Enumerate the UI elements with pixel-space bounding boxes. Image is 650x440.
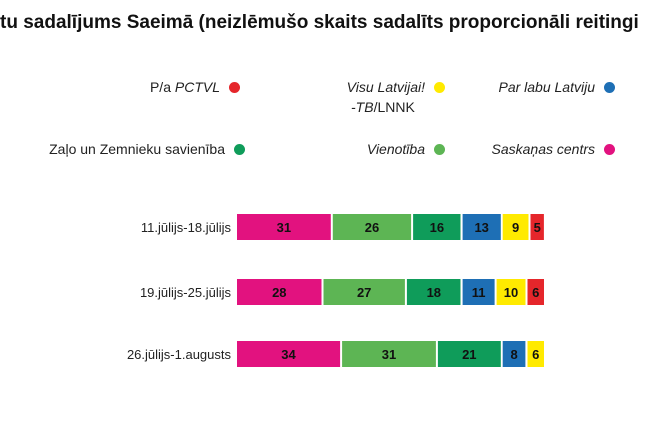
bar-segment-visu-latvijai-tb-lnnk-row-2 bbox=[496, 279, 526, 305]
legend-label-visu-latvijai-line2: -TB/LNNK bbox=[351, 99, 415, 115]
bar-value-zalo-un-zemnieku-savieniba-row-3: 21 bbox=[462, 347, 476, 362]
legend-item-vienotiba: Vienotība bbox=[320, 140, 445, 157]
legend-item-pctvl: P/a PCTVL bbox=[80, 78, 240, 95]
bar-segment-vienotiba-row-2 bbox=[323, 279, 405, 305]
bar-segment-par-labu-latvijai-row-3 bbox=[502, 341, 526, 367]
bar-segment-vienotiba-row-3 bbox=[342, 341, 436, 367]
bar-value-saskanas-centrs-row-1: 31 bbox=[277, 220, 291, 235]
bar-segment-vienotiba-row-1 bbox=[332, 214, 412, 240]
bar-value-vienotiba-row-1: 26 bbox=[365, 220, 379, 235]
bar-segment-saskanas-centrs-row-1 bbox=[237, 214, 331, 240]
bar-segment-visu-latvijai-tb-lnnk-row-1 bbox=[502, 214, 529, 240]
bar-value-vienotiba-row-2: 27 bbox=[357, 285, 371, 300]
bar-value-zalo-un-zemnieku-savieniba-row-2: 18 bbox=[427, 285, 441, 300]
legend-label-pctvl: P/a PCTVL bbox=[149, 79, 220, 96]
bar-value-zalo-un-zemnieku-savieniba-row-1: 16 bbox=[430, 220, 444, 235]
bar-segment-saskanas-centrs-row-3 bbox=[237, 341, 341, 367]
legend-item-par-labu-latviju: Par labu Latviju bbox=[440, 78, 615, 95]
legend-swatch-zzs bbox=[234, 143, 245, 155]
bar-value-vienotiba-row-3: 31 bbox=[382, 347, 396, 362]
legend-swatch-vienotiba bbox=[434, 143, 445, 155]
legend-swatch-par-labu-latviju bbox=[604, 81, 615, 93]
bar-segment-par-labu-latvijai-row-1 bbox=[462, 214, 501, 240]
chart-title: tu sadalījums Saeimā (neizlēmušo skaits … bbox=[0, 12, 639, 33]
bar-value-p-a-pctvl-row-1: 5 bbox=[534, 220, 541, 235]
bar-value-par-labu-latvijai-row-2: 11 bbox=[472, 285, 486, 300]
bar-value-saskanas-centrs-row-3: 34 bbox=[281, 347, 296, 362]
legend-swatch-visu-latvijai bbox=[434, 81, 445, 93]
legend-label-saskanas-centrs: Saskaņas centrs bbox=[491, 141, 596, 158]
legend-swatch-saskanas-centrs bbox=[604, 143, 615, 155]
bar-value-visu-latvijai-tb-lnnk-row-1: 9 bbox=[512, 220, 519, 235]
bar-segment-zalo-un-zemnieku-savieniba-row-1 bbox=[413, 214, 461, 240]
bar-segment-par-labu-latvijai-row-2 bbox=[462, 279, 495, 305]
legend-item-visu-latvijai: Visu Latvijai! bbox=[300, 78, 445, 95]
row-label-2: 19.jūlijs-25.jūlijs bbox=[140, 285, 232, 300]
bar-segment-visu-latvijai-tb-lnnk-row-3 bbox=[527, 341, 544, 367]
bar-segment-p-a-pctvl-row-2 bbox=[527, 279, 544, 305]
legend-item-zzs: Zaļo un Zemnieku savienība bbox=[0, 140, 245, 157]
legend-label-visu-latvijai: Visu Latvijai! bbox=[346, 79, 425, 96]
bar-segment-zalo-un-zemnieku-savieniba-row-3 bbox=[437, 341, 501, 367]
legend-label-par-labu-latviju: Par labu Latviju bbox=[498, 79, 595, 96]
bar-segment-zalo-un-zemnieku-savieniba-row-2 bbox=[406, 279, 461, 305]
legend-label-zzs: Zaļo un Zemnieku savienība bbox=[49, 141, 225, 158]
row-label-1: 11.jūlijs-18.jūlijs bbox=[141, 220, 232, 235]
row-label-3: 26.jūlijs-1.augusts bbox=[127, 347, 232, 362]
legend-label-vienotiba: Vienotība bbox=[366, 141, 425, 158]
bar-segment-saskanas-centrs-row-2 bbox=[237, 279, 322, 305]
legend-swatch-pctvl bbox=[229, 81, 240, 93]
bar-value-par-labu-latvijai-row-1: 13 bbox=[474, 220, 488, 235]
bar-value-saskanas-centrs-row-2: 28 bbox=[272, 285, 286, 300]
bar-value-par-labu-latvijai-row-3: 8 bbox=[510, 347, 517, 362]
bar-segment-p-a-pctvl-row-1 bbox=[530, 214, 544, 240]
bar-value-visu-latvijai-tb-lnnk-row-2: 10 bbox=[504, 285, 518, 300]
legend-item-saskanas-centrs: Saskaņas centrs bbox=[440, 140, 615, 157]
bar-value-p-a-pctvl-row-2: 6 bbox=[532, 285, 539, 300]
bar-value-visu-latvijai-tb-lnnk-row-3: 6 bbox=[532, 347, 539, 362]
